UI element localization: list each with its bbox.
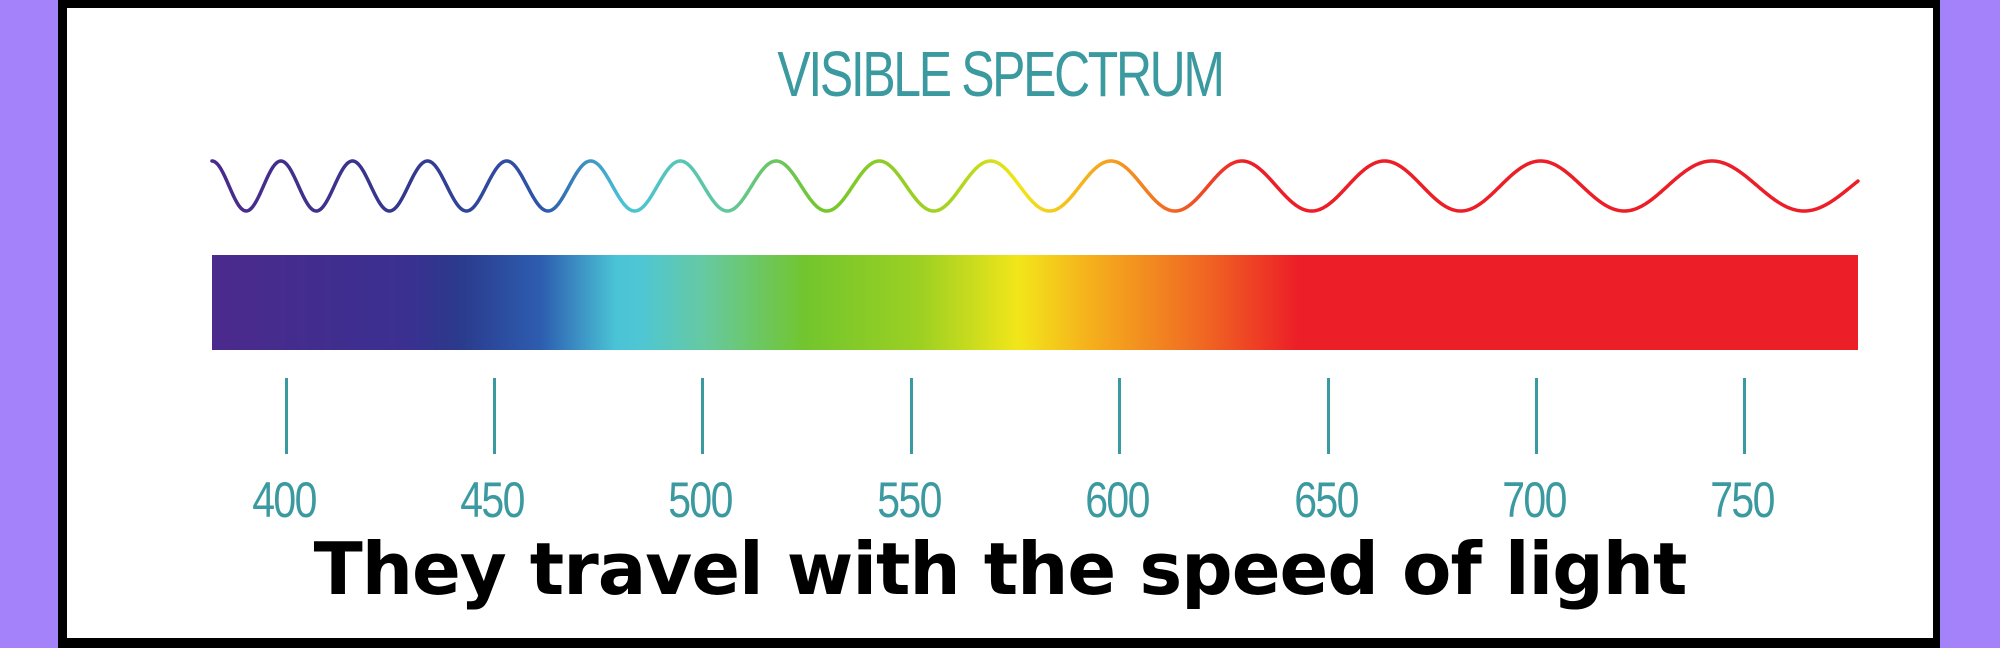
- tick-label-600: 600: [1085, 472, 1150, 528]
- tick-label-500: 500: [668, 472, 733, 528]
- tick-label-450: 450: [460, 472, 525, 528]
- tick-mark-700: [1535, 378, 1538, 454]
- diagram-title: VISIBLE SPECTRUM: [777, 38, 1225, 110]
- spectrum-bar: [212, 255, 1858, 350]
- tick-mark-600: [1118, 378, 1121, 454]
- tick-label-750: 750: [1710, 472, 1775, 528]
- tick-mark-400: [285, 378, 288, 454]
- tick-mark-650: [1327, 378, 1330, 454]
- tick-mark-450: [493, 378, 496, 454]
- tick-mark-550: [910, 378, 913, 454]
- caption: They travel with the speed of light: [313, 527, 1688, 611]
- tick-mark-500: [701, 378, 704, 454]
- tick-mark-750: [1743, 378, 1746, 454]
- tick-label-550: 550: [877, 472, 942, 528]
- tick-label-650: 650: [1294, 472, 1359, 528]
- tick-label-400: 400: [252, 472, 317, 528]
- tick-label-700: 700: [1502, 472, 1567, 528]
- wavelength-wave: [210, 159, 1860, 213]
